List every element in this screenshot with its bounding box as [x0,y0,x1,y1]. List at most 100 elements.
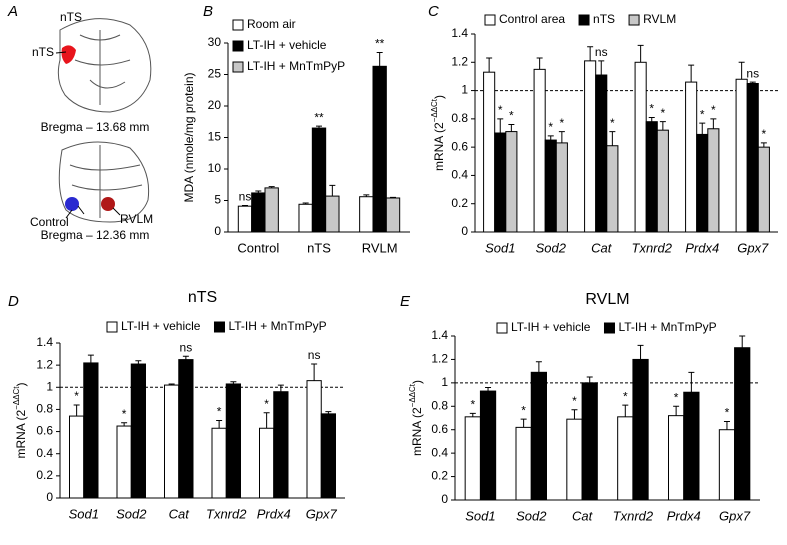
error-bar [376,51,383,67]
error-bar [241,205,248,207]
error-bar [216,420,223,429]
error-bar [637,344,644,360]
bar [707,128,720,233]
x-tick-label: Cat [169,506,191,521]
x-tick-label: Txnrd2 [613,508,654,523]
x-tick-label: Gpx7 [719,508,751,523]
y-tick-label: 10 [208,161,222,175]
error-bar [135,360,142,365]
x-tick-label: Gpx7 [306,506,338,521]
x-tick-label: nTS [307,240,331,255]
label: nTS [32,45,54,59]
error-bar [659,121,666,131]
panel-letter: D [8,293,19,310]
bar [464,416,481,501]
error-bar [673,405,680,416]
y-tick-label: 25 [208,67,222,81]
label: nTS [60,10,82,24]
y-label-text: mRNA (2 [432,122,446,171]
legend-label: LT-IH + vehicle [247,38,327,52]
label: Bregma – 13.68 mm [41,120,150,134]
bar [211,427,227,499]
legend-swatch [496,322,508,334]
error-bar [497,118,504,133]
bar [479,390,497,501]
x-tick-label: Prdx4 [667,508,701,523]
bar [533,68,546,233]
bar [530,371,547,501]
label: Bregma – 12.36 mm [41,228,150,242]
bar [494,132,507,233]
bar [757,146,770,233]
y-tick-label: 0.2 [451,196,468,210]
bar [555,142,568,233]
legend-swatch [232,19,244,31]
error-bar [710,118,717,129]
y-tick-label: 1.4 [36,335,53,349]
y-label-text: mRNA (2 [410,407,424,456]
legend-swatch [232,61,244,73]
error-bar [182,355,189,360]
bar [581,382,598,501]
bar [656,129,669,233]
y-tick-label: 1 [461,83,468,97]
legend-swatch [484,14,496,26]
legend-swatch [213,321,225,333]
error-bar [622,404,629,417]
annotation: * [649,102,654,116]
y-tick-label: 0.2 [36,468,53,482]
legend-label: RVLM [643,12,676,26]
bar [505,131,518,233]
annotation: ns [746,66,759,80]
brain-section-detail [74,30,131,105]
y-tick-label: 5 [214,193,221,207]
error-bar [760,142,767,148]
bar [683,391,700,501]
x-tick-label: Prdx4 [685,240,719,255]
x-tick-label: Sod1 [485,240,515,255]
y-tick-label: 15 [208,130,222,144]
annotation: ns [180,340,193,354]
bar [584,60,597,233]
y-axis-label: mRNA (2−ΔΔCt) [430,95,446,171]
bar [668,415,685,501]
bar [483,71,496,233]
error-bar [311,363,318,381]
bar [606,145,619,233]
y-tick-label: 0.4 [36,446,53,460]
y-tick-label: 30 [208,35,222,49]
annotation: * [572,394,577,408]
bar [372,65,387,233]
annotation: * [264,397,269,411]
annotation: ns [308,348,321,362]
error-bar [558,131,565,143]
bar [320,413,336,499]
y-tick-label: 0 [46,490,53,504]
bar [595,74,608,233]
y-label-text: ) [410,380,424,384]
y-tick-label: 1.2 [431,352,448,366]
error-bar [469,412,476,417]
error-bar [329,184,336,197]
x-tick-label: Sod1 [465,508,495,523]
y-tick-label: 0 [461,224,468,238]
bar [544,139,557,233]
legend-swatch [232,40,244,52]
x-tick-label: Txnrd2 [206,506,247,521]
bar [685,81,698,233]
bar [225,383,241,499]
error-bar [268,186,275,188]
annotation: * [610,116,615,130]
y-label-superscript: −ΔΔCt [408,383,417,407]
error-bar [609,131,616,146]
brain-section [58,141,150,223]
y-label-text: mRNA (2 [14,410,28,459]
error-bar [230,381,237,384]
bar [746,83,759,233]
y-tick-label: 0 [214,224,221,238]
annotation: ** [314,110,324,124]
error-bar [486,57,493,73]
error-bar [485,387,492,392]
bar [298,203,313,233]
panel-letter: E [400,293,411,310]
